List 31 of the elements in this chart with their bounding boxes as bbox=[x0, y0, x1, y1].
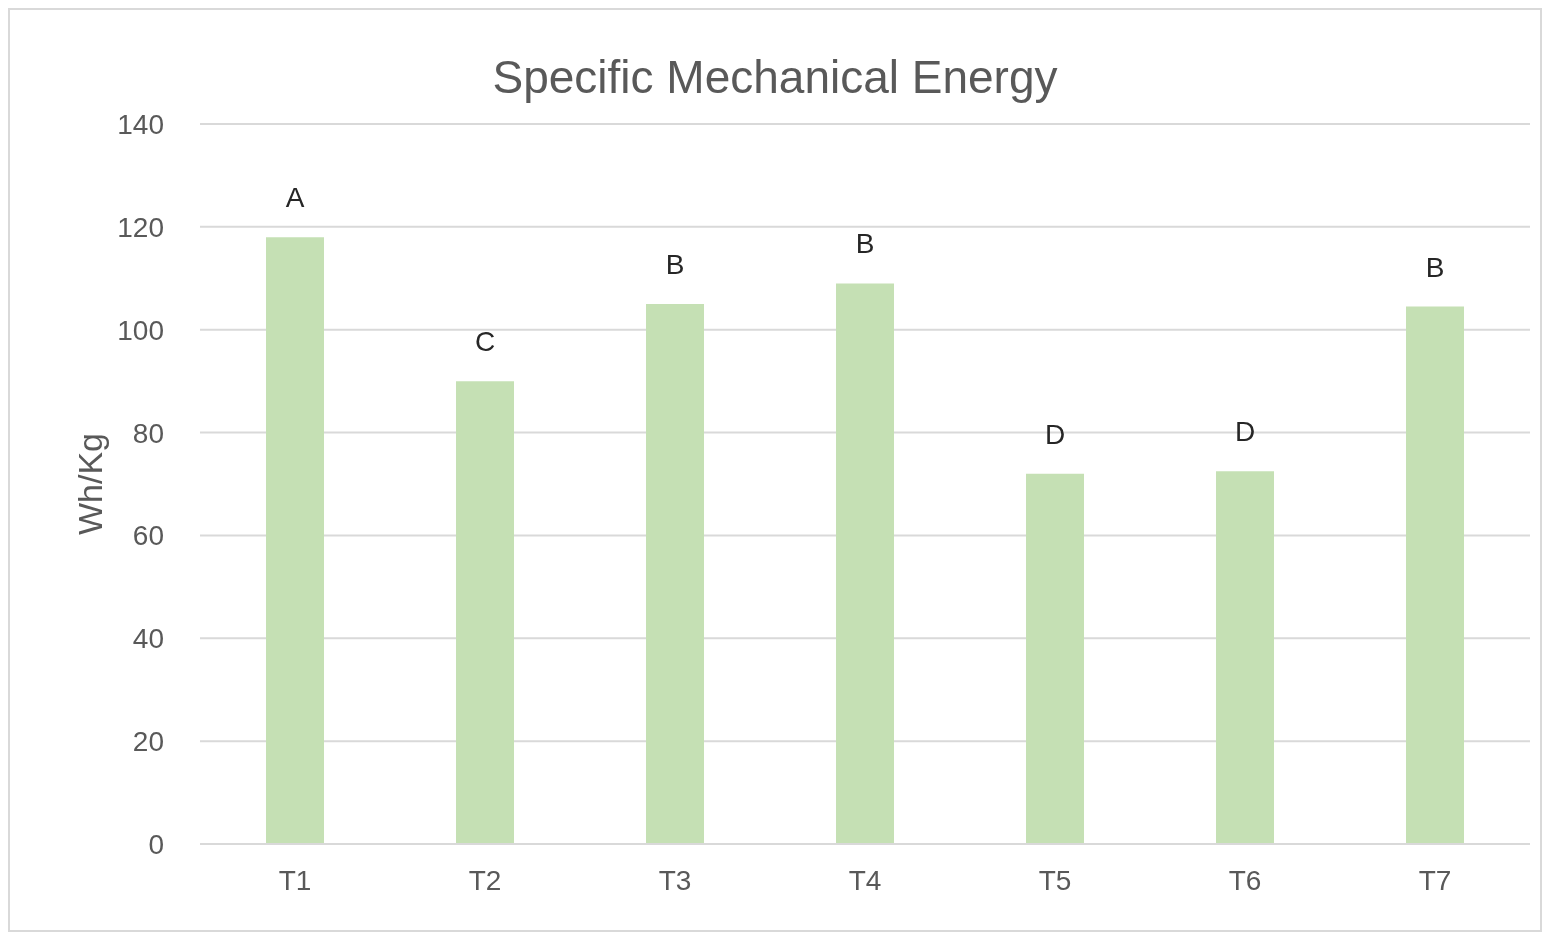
x-tick-label: T3 bbox=[658, 864, 692, 896]
y-tick-label: 40 bbox=[132, 623, 164, 655]
bar bbox=[456, 381, 514, 844]
x-tick-label: T5 bbox=[1038, 864, 1072, 896]
x-tick-label: T4 bbox=[848, 864, 882, 896]
bar bbox=[1216, 471, 1274, 844]
x-tick-label: T6 bbox=[1228, 864, 1262, 896]
y-tick-label: 80 bbox=[132, 417, 164, 449]
annotation: B bbox=[1425, 251, 1445, 283]
y-tick-label: 20 bbox=[132, 726, 164, 758]
annotation: C bbox=[474, 326, 496, 358]
bar bbox=[266, 237, 324, 844]
annotation: B bbox=[665, 249, 685, 280]
bar bbox=[646, 304, 704, 844]
annotation: A bbox=[285, 182, 305, 214]
annotation: B bbox=[855, 228, 875, 260]
y-tick-label: 60 bbox=[132, 520, 164, 552]
y-tick-label: 140 bbox=[117, 108, 164, 140]
y-axis-title: Wh/Kg bbox=[71, 432, 110, 536]
x-tick-label: T7 bbox=[1418, 864, 1452, 896]
bar bbox=[1026, 473, 1084, 844]
y-tick-label: 100 bbox=[117, 314, 164, 346]
y-tick-label: 120 bbox=[117, 211, 164, 243]
y-tick-label: 0 bbox=[148, 828, 164, 860]
annotation: D bbox=[1234, 416, 1256, 448]
chart-title: Specific Mechanical Energy bbox=[491, 50, 1059, 104]
bar bbox=[836, 283, 894, 844]
bar bbox=[1406, 306, 1464, 844]
annotation: D bbox=[1044, 418, 1066, 450]
x-tick-label: T1 bbox=[278, 864, 312, 896]
x-tick-label: T2 bbox=[468, 864, 502, 896]
